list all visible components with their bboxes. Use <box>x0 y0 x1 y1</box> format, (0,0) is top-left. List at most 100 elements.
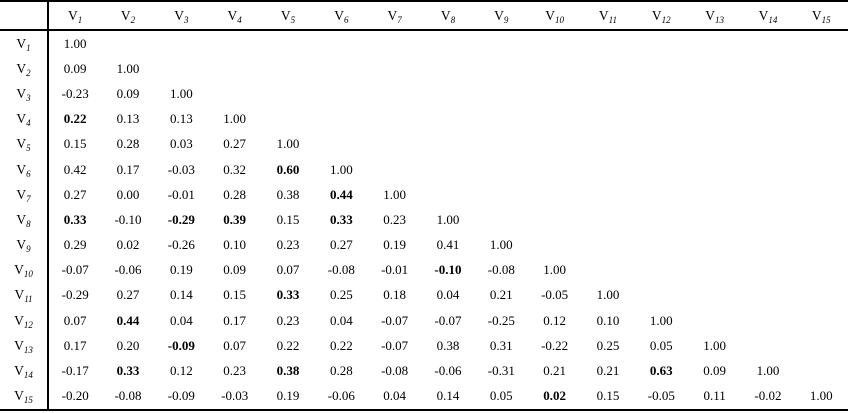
table-row: V9 0.29 0.02 -0.26 0.10 0.23 0.27 0.19 0.41 1.00 <box>0 232 848 258</box>
matrix-cell <box>688 81 741 106</box>
matrix-cell <box>475 56 528 81</box>
matrix-cell <box>208 81 261 106</box>
table-row: V14 -0.17 0.33 0.12 0.23 0.38 0.28 -0.08 -0.06 -0… <box>0 358 848 384</box>
matrix-cell: 0.14 <box>169 287 193 303</box>
matrix-cell <box>581 56 634 81</box>
matrix-cell <box>581 132 634 157</box>
matrix-cell: -0.07 <box>381 337 409 353</box>
variable-subscript: 12 <box>661 14 671 25</box>
matrix-cell <box>795 233 848 258</box>
matrix-cell: 0.10 <box>223 237 247 253</box>
variable-subscript: 10 <box>23 269 33 280</box>
matrix-cell: 0.15 <box>223 287 247 303</box>
matrix-cell <box>368 107 421 132</box>
matrix-cell: -0.05 <box>541 287 569 303</box>
matrix-cell <box>795 56 848 81</box>
matrix-cell <box>688 132 741 157</box>
variable-letter: V <box>14 363 24 379</box>
variable-subscript: 11 <box>24 294 33 305</box>
matrix-cell <box>688 283 741 308</box>
matrix-cell: 0.05 <box>649 337 673 353</box>
variable-letter: V <box>14 312 24 328</box>
variable-letter: V <box>227 7 238 23</box>
matrix-cell: -0.06 <box>434 363 462 379</box>
matrix-cell <box>635 233 688 258</box>
variable-letter: V <box>280 7 291 23</box>
matrix-cell: 1.00 <box>809 388 833 404</box>
matrix-cell: 0.25 <box>329 287 353 303</box>
matrix-cell <box>261 107 314 132</box>
matrix-cell: 1.00 <box>596 287 620 303</box>
matrix-cell <box>741 81 794 106</box>
matrix-cell: 1.00 <box>756 363 780 379</box>
matrix-cell <box>635 283 688 308</box>
variable-letter: V <box>598 7 609 23</box>
matrix-cell <box>475 207 528 232</box>
variable-subscript: 13 <box>714 14 724 25</box>
row-label: V4 <box>0 106 50 132</box>
matrix-cell: -0.07 <box>61 262 89 278</box>
variable-subscript: 14 <box>768 14 778 25</box>
variable-subscript: 10 <box>555 14 564 25</box>
matrix-cell <box>741 207 794 232</box>
matrix-cell: 0.38 <box>276 363 300 379</box>
matrix-cell: 0.21 <box>489 287 513 303</box>
column-header: V6 <box>314 1 368 31</box>
variable-letter: V <box>16 186 27 202</box>
column-header: V14 <box>741 1 795 31</box>
matrix-cell: 0.19 <box>169 262 193 278</box>
matrix-cell: 0.09 <box>63 60 87 76</box>
variable-letter: V <box>16 237 27 253</box>
matrix-cell <box>581 107 634 132</box>
matrix-cell: 0.33 <box>276 287 300 303</box>
matrix-cell: -0.29 <box>167 211 195 227</box>
variable-subscript: 1 <box>77 14 83 25</box>
matrix-cell: 0.38 <box>436 337 460 353</box>
column-header: V10 <box>527 1 582 31</box>
matrix-cell: 0.15 <box>276 211 300 227</box>
matrix-body: V1 1.00 V2 0.09 1.00 V3 -0.23 0.09 1.00 V4 0.22 0.1… <box>0 30 848 410</box>
column-header: V9 <box>474 1 528 31</box>
variable-subscript: 2 <box>26 67 31 78</box>
matrix-cell: 0.17 <box>116 161 140 177</box>
table-row: V12 0.07 0.44 0.04 0.17 0.23 0.04 -0.07 -0.07 -0.… <box>0 308 848 334</box>
matrix-cell <box>688 157 741 182</box>
matrix-cell <box>688 107 741 132</box>
row-label: V1 <box>0 30 50 57</box>
matrix-cell: 0.19 <box>383 237 407 253</box>
matrix-cell <box>688 56 741 81</box>
variable-letter: V <box>387 7 398 23</box>
variable-letter: V <box>16 136 27 152</box>
matrix-cell: 0.31 <box>489 337 513 353</box>
matrix-cell: 0.15 <box>63 136 87 152</box>
row-label: V5 <box>0 131 50 157</box>
matrix-cell: 1.00 <box>223 111 247 127</box>
matrix-cell <box>635 207 688 232</box>
matrix-cell: -0.01 <box>381 262 409 278</box>
row-label: V11 <box>0 282 50 309</box>
matrix-cell <box>581 30 634 56</box>
matrix-cell: 1.00 <box>116 60 140 76</box>
matrix-cell <box>741 333 794 358</box>
matrix-cell: 1.00 <box>436 211 460 227</box>
matrix-cell <box>475 107 528 132</box>
matrix-cell <box>421 182 474 207</box>
matrix-cell: 0.07 <box>276 262 300 278</box>
matrix-cell: 0.12 <box>169 363 193 379</box>
table-row: V3 -0.23 0.09 1.00 <box>0 81 848 107</box>
matrix-cell <box>315 107 368 132</box>
variable-subscript: 12 <box>23 319 33 330</box>
header-row: V1 V2 V3 V4 V5 V6 V7 V8 V9 V10 V11 V12 V13 V14 V15 <box>0 1 848 31</box>
matrix-cell: -0.17 <box>61 363 89 379</box>
matrix-cell <box>368 157 421 182</box>
variable-subscript: 3 <box>26 92 31 103</box>
matrix-cell: 0.13 <box>169 111 193 127</box>
matrix-cell: 0.04 <box>383 388 407 404</box>
matrix-cell: 0.38 <box>276 186 300 202</box>
table-row: V15 -0.20 -0.08 -0.09 -0.03 0.19 -0.06 0.04 0.14… <box>0 383 848 410</box>
matrix-cell: 0.39 <box>223 211 247 227</box>
matrix-cell: 1.00 <box>276 136 300 152</box>
variable-letter: V <box>334 7 344 23</box>
matrix-cell <box>315 81 368 106</box>
